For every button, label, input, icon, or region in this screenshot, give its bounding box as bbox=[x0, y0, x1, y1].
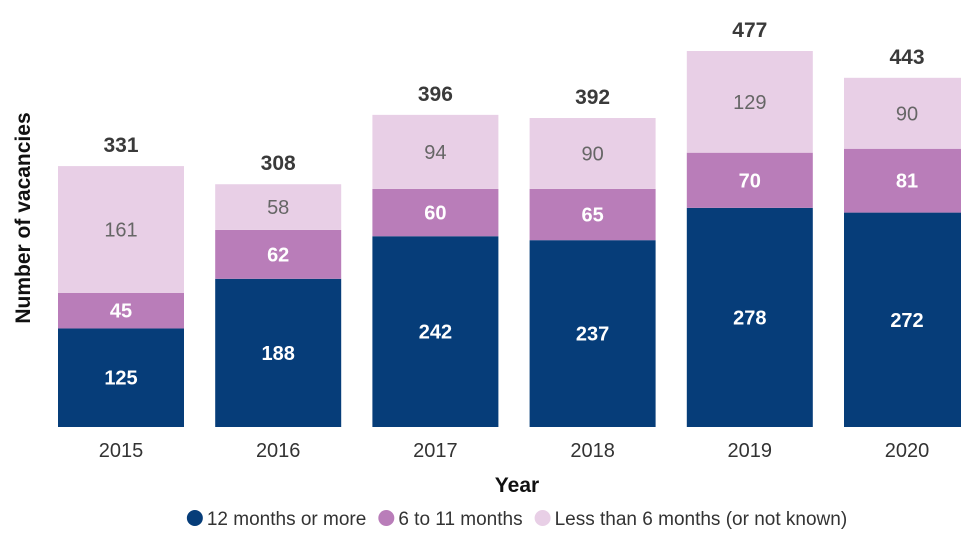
total-label-2019: 477 bbox=[732, 19, 767, 42]
total-label-2020: 443 bbox=[889, 46, 924, 69]
bar-segment-2019-series-3 bbox=[686, 51, 813, 153]
total-label-2018: 392 bbox=[575, 86, 610, 109]
data-label-2019-series-1: 278 bbox=[733, 307, 766, 329]
bar-segment-2016-series-3 bbox=[215, 184, 342, 230]
bar-segment-2017-series-2 bbox=[372, 188, 499, 237]
x-tick-2015: 2015 bbox=[99, 440, 144, 462]
legend-marker-2 bbox=[378, 510, 395, 526]
bar-segment-2015-series-2 bbox=[58, 292, 184, 329]
x-tick-2016: 2016 bbox=[256, 440, 301, 462]
total-label-2017: 396 bbox=[418, 83, 453, 106]
bar-segment-2015-series-3 bbox=[58, 166, 184, 293]
data-label-2018-series-1: 237 bbox=[576, 324, 609, 346]
legend-item-1: 12 months or more bbox=[186, 509, 366, 530]
total-label-2016: 308 bbox=[261, 152, 296, 175]
bar-segment-2019-series-1 bbox=[686, 207, 813, 427]
bar-segment-2018-series-3 bbox=[529, 118, 656, 189]
data-label-2020-series-2: 81 bbox=[896, 171, 918, 193]
x-tick-2019: 2019 bbox=[728, 440, 773, 462]
x-tick-2020: 2020 bbox=[885, 440, 930, 462]
data-label-2017-series-2: 60 bbox=[424, 203, 446, 225]
data-label-2019-series-3: 129 bbox=[733, 92, 766, 114]
legend-marker-1 bbox=[186, 510, 203, 526]
legend-label-3: Less than 6 months (or not known) bbox=[555, 509, 848, 530]
bar-segment-2019-series-2 bbox=[686, 152, 813, 208]
data-label-2018-series-2: 65 bbox=[581, 205, 603, 227]
x-axis-title: Year bbox=[495, 474, 539, 497]
bar-segment-2020-series-1 bbox=[844, 212, 961, 427]
data-label-2020-series-3: 90 bbox=[896, 103, 918, 125]
x-tick-labels: 2015 2016 2017 2018 2019 2020 bbox=[99, 440, 930, 462]
bar-segment-2016-series-2 bbox=[215, 229, 342, 279]
total-label-2015: 331 bbox=[103, 134, 138, 157]
data-label-2016-series-1: 188 bbox=[262, 343, 295, 365]
legend-label-1: 12 months or more bbox=[207, 509, 366, 530]
x-tick-2017: 2017 bbox=[413, 440, 458, 462]
y-axis-title: Number of vacancies bbox=[12, 112, 35, 323]
bars-group: 125 45 161 331 188 62 58 308 242 60 94 396 237 65 90 39… bbox=[58, 19, 961, 427]
data-label-2020-series-1: 272 bbox=[890, 310, 923, 332]
bar-segment-2016-series-1 bbox=[215, 278, 342, 427]
data-label-2016-series-2: 62 bbox=[267, 244, 289, 266]
data-label-2017-series-1: 242 bbox=[419, 322, 452, 344]
bar-segment-2017-series-1 bbox=[372, 236, 499, 427]
data-label-2015-series-2: 45 bbox=[110, 301, 132, 323]
data-label-2017-series-3: 94 bbox=[424, 142, 446, 164]
data-label-2016-series-3: 58 bbox=[267, 197, 289, 219]
x-tick-2018: 2018 bbox=[570, 440, 615, 462]
data-label-2019-series-2: 70 bbox=[739, 170, 761, 192]
data-label-2015-series-3: 161 bbox=[104, 220, 137, 242]
legend-item-3: Less than 6 months (or not known) bbox=[534, 509, 848, 530]
legend-item-2: 6 to 11 months bbox=[378, 509, 523, 530]
data-label-2018-series-3: 90 bbox=[581, 143, 603, 165]
bar-segment-2020-series-3 bbox=[844, 77, 961, 149]
bar-segment-2017-series-3 bbox=[372, 114, 499, 189]
legend: 12 months or more 6 to 11 months Less than… bbox=[186, 509, 848, 530]
legend-marker-3 bbox=[534, 510, 551, 526]
bar-segment-2018-series-1 bbox=[529, 240, 656, 427]
data-label-2015-series-1: 125 bbox=[104, 368, 137, 390]
bar-segment-2015-series-1 bbox=[58, 328, 184, 427]
bar-segment-2018-series-2 bbox=[529, 188, 656, 241]
legend-label-2: 6 to 11 months bbox=[398, 509, 522, 530]
bar-segment-2020-series-2 bbox=[844, 148, 961, 213]
